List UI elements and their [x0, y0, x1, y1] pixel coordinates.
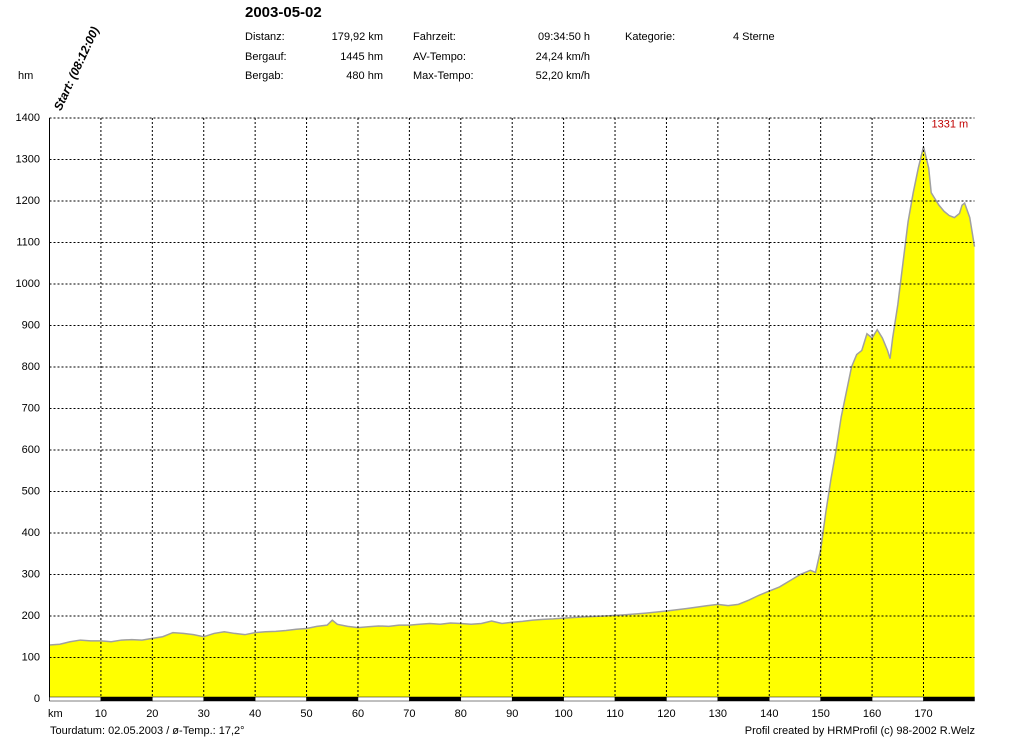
axis-segment: [460, 696, 513, 702]
y-tick-label: 0: [34, 693, 40, 705]
x-tick-label: 80: [455, 708, 467, 720]
x-tick-label: 30: [198, 708, 210, 720]
axis-segment: [511, 696, 564, 702]
x-tick-label: 20: [146, 708, 158, 720]
axis-segment: [563, 696, 616, 702]
y-axis-label: hm: [18, 70, 33, 82]
chart-title: 2003-05-02: [245, 4, 322, 21]
stat-text: Max-Tempo:: [413, 70, 474, 82]
footer-right: Profil created by HRMProfil (c) 98-2002 …: [745, 725, 975, 737]
x-tick-label: 90: [506, 708, 518, 720]
stat-text: Kategorie:: [625, 31, 675, 43]
axis-segment: [306, 696, 359, 702]
footer-left: Tourdatum: 02.05.2003 / ø-Temp.: 17,2°: [50, 725, 245, 737]
stat-text: Distanz:: [245, 31, 285, 43]
x-tick-label: 110: [606, 708, 624, 720]
axis-segment: [49, 696, 102, 702]
y-tick-label: 1000: [16, 278, 40, 290]
stat-text: Fahrzeit:: [413, 31, 456, 43]
stat-text: Bergab:: [245, 70, 284, 82]
y-tick-label: 500: [22, 485, 40, 497]
axis-segment: [357, 696, 410, 702]
x-tick-label: 130: [709, 708, 727, 720]
x-tick-label: 160: [863, 708, 881, 720]
x-tick-label: 140: [760, 708, 778, 720]
axis-segment: [100, 696, 153, 702]
stat-text: 52,20 km/h: [536, 70, 590, 82]
stat-text: 4 Sterne: [733, 31, 775, 43]
elevation-line: [49, 146, 976, 646]
axis-segment: [717, 696, 770, 702]
y-tick-label: 300: [22, 568, 40, 580]
stat-text: 1445 hm: [340, 51, 383, 63]
x-tick-label: 170: [914, 708, 932, 720]
axis-segment: [409, 696, 462, 702]
axis-segment: [254, 696, 307, 702]
stat-text: 09:34:50 h: [538, 31, 590, 43]
x-tick-label: 60: [352, 708, 364, 720]
x-tick-label: 150: [811, 708, 829, 720]
x-tick-label: 100: [554, 708, 572, 720]
x-tick-label: 50: [300, 708, 312, 720]
axis-segment: [614, 696, 667, 702]
axis-segment: [820, 696, 873, 702]
y-tick-label: 700: [22, 402, 40, 414]
y-tick-label: 800: [22, 361, 40, 373]
stat-text: Bergauf:: [245, 51, 287, 63]
x-tick-label: 40: [249, 708, 261, 720]
x-tick-label: 10: [95, 708, 107, 720]
axis-segment: [923, 696, 975, 702]
axis-segment: [666, 696, 719, 702]
y-tick-label: 1300: [16, 153, 40, 165]
y-tick-label: 900: [22, 319, 40, 331]
x-tick-label: 70: [403, 708, 415, 720]
y-tick-label: 400: [22, 527, 40, 539]
x-axis-label: km: [48, 708, 63, 720]
x-tick-label: 120: [657, 708, 675, 720]
y-tick-label: 1200: [16, 195, 40, 207]
y-tick-label: 100: [22, 651, 40, 663]
stat-text: AV-Tempo:: [413, 51, 466, 63]
stat-text: 480 hm: [346, 70, 383, 82]
area-fill: [49, 146, 975, 699]
stat-text: 24,24 km/h: [536, 51, 590, 63]
axis-segment: [203, 696, 256, 702]
axis-segment: [769, 696, 821, 702]
axis-segment: [871, 696, 924, 702]
axis-segment: [152, 696, 204, 702]
stat-text: 179,92 km: [332, 31, 383, 43]
y-tick-label: 200: [22, 610, 40, 622]
y-tick-label: 1100: [16, 236, 40, 248]
peak-annotation: 1331 m: [931, 119, 968, 131]
y-tick-label: 1400: [16, 112, 40, 124]
start-label: Start: (08:12:00): [51, 24, 102, 112]
y-tick-label: 600: [22, 444, 40, 456]
